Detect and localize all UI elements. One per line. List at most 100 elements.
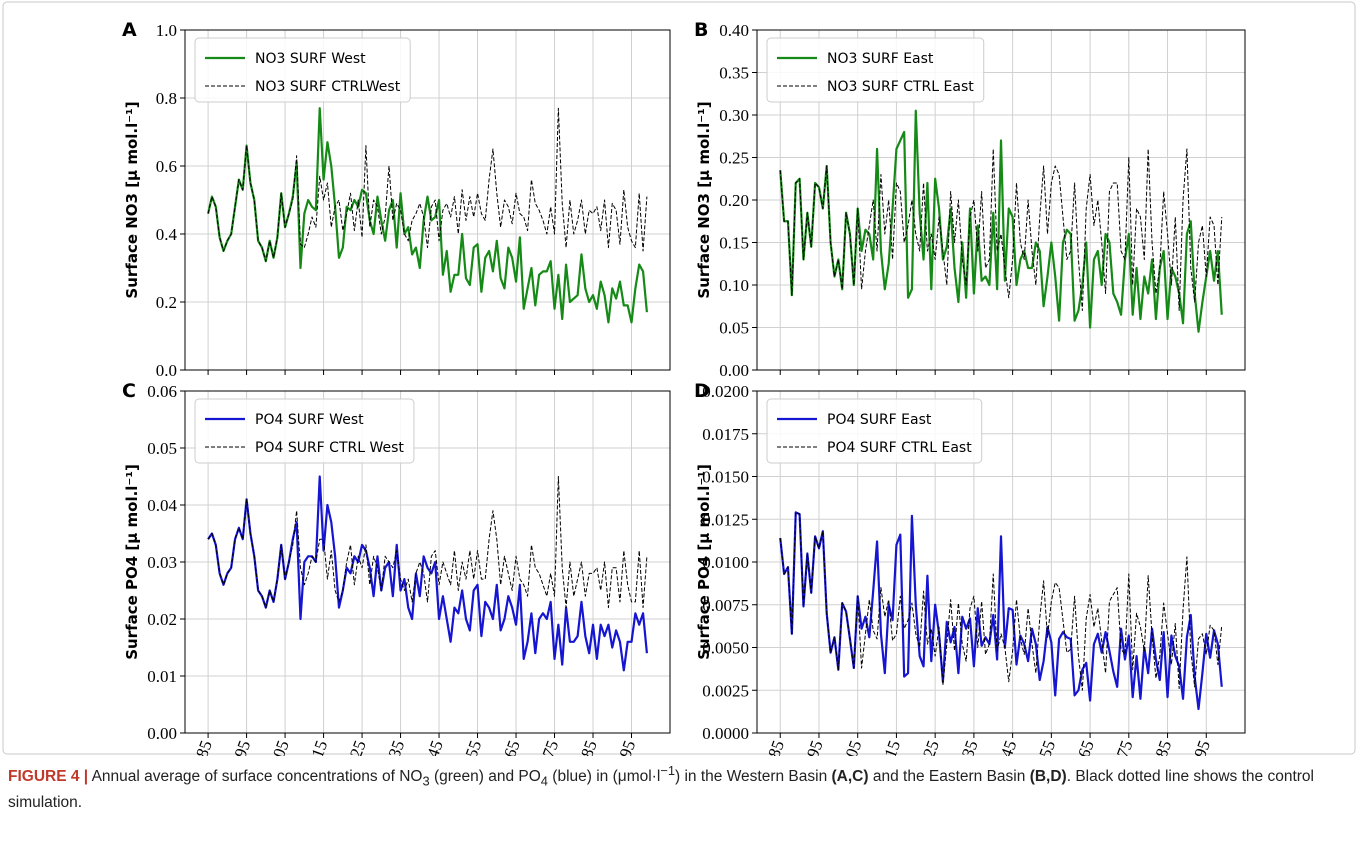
caption-text: Annual average of surface concentrations…: [91, 768, 423, 786]
x-tick-label: 2015: [302, 738, 331, 756]
x-tick-label: 2055: [456, 738, 485, 756]
plot-frame: [756, 29, 1246, 371]
legend-frame: [766, 37, 985, 103]
legend: NO3 SURF West NO3 SURF CTRLWest: [194, 37, 411, 103]
y-tick-label: 0.03: [147, 553, 177, 572]
plot-frame: [184, 29, 671, 371]
y-tick-label: 0.05: [147, 439, 177, 458]
legend-label: NO3 SURF West: [255, 51, 366, 67]
y-axis-label: Surface PO4 [μ mol.l⁻¹]: [123, 464, 141, 660]
legend: PO4 SURF West PO4 SURF CTRL West: [194, 398, 415, 464]
caption-text: (B,D): [1029, 768, 1067, 786]
caption-text: 3: [422, 773, 430, 789]
x-tick-label: 2085: [1146, 738, 1175, 756]
y-tick-label: 0.30: [719, 106, 749, 125]
panel-label: A: [122, 19, 137, 41]
y-tick-label: 0.0025: [702, 681, 749, 700]
caption-text: −1: [660, 763, 675, 778]
legend-label: NO3 SURF CTRLWest: [255, 79, 401, 95]
y-axis-label: Surface PO4 [μ mol.l⁻¹]: [695, 464, 713, 660]
legend-label: PO4 SURF CTRL West: [255, 440, 404, 456]
x-tick-label: 2075: [533, 738, 562, 756]
series-line: [207, 475, 648, 672]
y-tick-label: 1.0: [156, 21, 177, 40]
x-tick-label: 2065: [494, 738, 523, 756]
series-line: [779, 109, 1223, 333]
y-tick-label: 0.0200: [702, 382, 749, 401]
caption-text: (green) and PO: [429, 768, 541, 786]
x-tick-label: 2035: [379, 738, 408, 756]
figure-frame: [2, 1, 1356, 755]
x-tick-label: 1995: [797, 738, 826, 756]
y-tick-label: 0.35: [719, 64, 749, 83]
legend-frame: [194, 398, 415, 464]
caption-text: (A,C): [831, 768, 869, 786]
y-tick-label: 0.0075: [702, 596, 749, 615]
caption: FIGURE 4 | Annual average of surface con…: [8, 760, 1328, 814]
x-tick-label: 2075: [1107, 738, 1136, 756]
x-tick-label: 2065: [1068, 738, 1097, 756]
series-line: [207, 107, 648, 262]
x-tick-label: 2045: [417, 738, 446, 756]
y-tick-label: 0.0000: [702, 724, 749, 743]
x-tick-label: 2095: [1185, 738, 1214, 756]
panel-label: B: [694, 19, 708, 41]
x-tick-label: 2035: [952, 738, 981, 756]
y-tick-label: 0.0125: [702, 510, 749, 529]
caption-text: (blue) in (: [547, 768, 618, 786]
y-tick-label: 0.0175: [702, 425, 749, 444]
y-tick-label: 0.0050: [702, 639, 749, 658]
x-tick-label: 2025: [340, 738, 369, 756]
x-tick-label: 1985: [186, 738, 215, 756]
y-tick-label: 0.04: [147, 496, 177, 515]
legend-frame: [766, 398, 983, 464]
x-tick-label: 2085: [571, 738, 600, 756]
legend-frame: [194, 37, 411, 103]
y-axis-label: Surface NO3 [μ mol.l⁻¹]: [123, 101, 141, 298]
caption-text: . Black dotted line shows the control si…: [8, 768, 1314, 812]
y-tick-label: 0.05: [719, 319, 749, 338]
x-tick-label: 2005: [263, 738, 292, 756]
plot-frame: [756, 390, 1246, 734]
x-tick-label: 2055: [1030, 738, 1059, 756]
legend-label: PO4 SURF East: [827, 412, 932, 428]
y-tick-label: 0.8: [156, 89, 177, 108]
y-tick-label: 0.40: [719, 21, 749, 40]
x-tick-label: 2025: [913, 738, 942, 756]
caption-text: ) in the Western Basin: [675, 768, 832, 786]
legend: NO3 SURF East NO3 SURF CTRL East: [766, 37, 985, 103]
y-tick-label: 0.0: [156, 361, 177, 380]
y-tick-label: 0.00: [719, 361, 749, 380]
y-tick-label: 0.4: [156, 225, 178, 244]
x-tick-label: 2045: [991, 738, 1020, 756]
series-line: [779, 511, 1223, 691]
series-line: [779, 511, 1223, 711]
caption-text: and the Eastern Basin: [868, 768, 1030, 786]
figure: 0.0 0.2 0.4 0.6 0.8 1.0 A Surface NO3 [μ mol.l⁻…: [2, 1, 1356, 756]
x-tick-label: 2095: [610, 738, 639, 756]
legend-label: NO3 SURF CTRL East: [827, 79, 974, 95]
y-tick-label: 0.20: [719, 191, 749, 210]
y-tick-label: 0.01: [147, 667, 177, 686]
x-tick-label: 2015: [875, 738, 904, 756]
y-tick-label: 0.2: [156, 293, 177, 312]
caption-text: μmol·l: [617, 768, 661, 786]
y-tick-label: 0.15: [719, 234, 749, 253]
y-tick-label: 0.25: [719, 149, 749, 168]
panel-label: C: [122, 380, 136, 402]
panel-label: D: [694, 380, 710, 402]
series-line: [207, 107, 648, 324]
legend: PO4 SURF East PO4 SURF CTRL East: [766, 398, 983, 464]
x-tick-label: 1985: [759, 738, 788, 756]
legend-label: PO4 SURF CTRL East: [827, 440, 972, 456]
x-tick-label: 2005: [836, 738, 865, 756]
y-tick-label: 0.0150: [702, 468, 749, 487]
plot-frame: [184, 390, 671, 734]
caption-label: FIGURE 4 |: [8, 768, 89, 786]
y-tick-label: 0.6: [156, 157, 177, 176]
caption-text: 4: [540, 773, 548, 789]
legend-label: PO4 SURF West: [255, 412, 364, 428]
y-tick-label: 0.06: [147, 382, 177, 401]
series-line: [207, 476, 648, 609]
